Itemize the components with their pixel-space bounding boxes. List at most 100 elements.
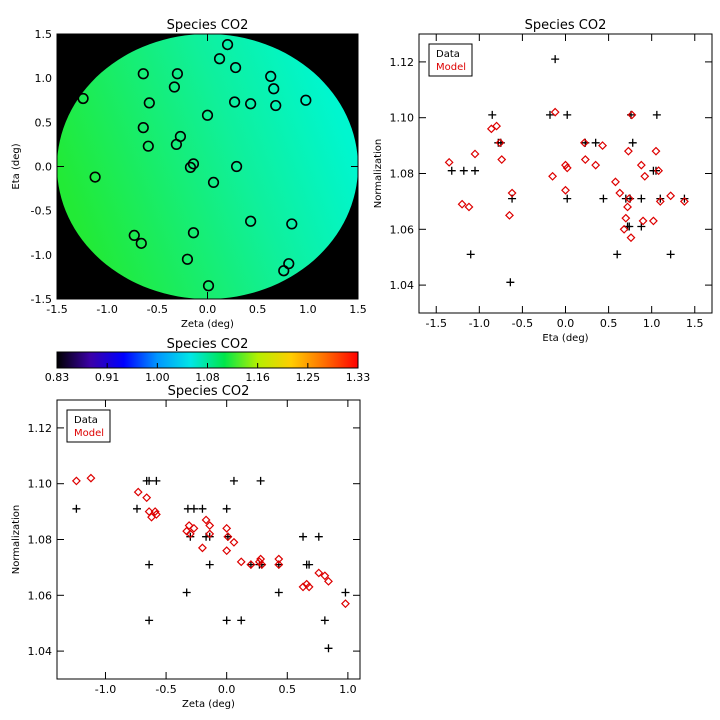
legend-data-label: Data (436, 49, 460, 60)
y-tick-label: 1.04 (28, 645, 53, 658)
map-circle-28 (187, 227, 200, 239)
x-axis-label: Eta (deg) (542, 333, 588, 344)
data-point-31 (324, 644, 333, 653)
model-point-18 (222, 546, 232, 556)
model-point-6 (495, 138, 505, 148)
colorbar-tick-label: 0.91 (95, 371, 120, 384)
map-circle-26 (128, 229, 140, 241)
colorbar-title: Species CO2 (167, 337, 249, 352)
map-circle-0 (221, 38, 234, 51)
x-tick-label: 0.5 (249, 303, 267, 316)
x-tick-label: 0.0 (557, 317, 575, 330)
model-point-18 (598, 141, 608, 151)
model-point-7 (151, 509, 161, 519)
y-tick-label: -0.5 (31, 205, 52, 218)
map-circle-11 (245, 98, 257, 110)
model-point-0 (71, 476, 81, 486)
x-axis-label: Zeta (deg) (181, 319, 234, 330)
model-point-29 (304, 582, 314, 592)
map-circle-22 (207, 176, 220, 188)
model-point-5 (492, 121, 502, 131)
model-point-21 (246, 560, 256, 570)
data-point-26 (651, 166, 660, 175)
model-point-20 (615, 188, 625, 198)
model-point-3 (142, 493, 152, 503)
data-point-1 (132, 504, 141, 513)
model-point-10 (185, 529, 195, 539)
y-axis-label: Normalization (11, 505, 22, 575)
x-tick-label: -0.5 (155, 683, 176, 696)
model-point-16 (222, 523, 232, 533)
data-point-9 (189, 504, 198, 513)
data-point-9 (545, 110, 554, 119)
model-point-17 (591, 160, 601, 170)
map-circle-13 (300, 94, 312, 106)
model-point-34 (655, 196, 665, 206)
model-point-11 (550, 107, 560, 117)
model-point-24 (623, 146, 633, 156)
model-point-26 (274, 560, 284, 570)
model-point-33 (654, 166, 664, 176)
data-point-8 (506, 278, 515, 287)
data-point-28 (305, 560, 314, 569)
model-point-7 (497, 155, 507, 164)
data-point-2 (471, 166, 480, 175)
map-circle-21 (230, 160, 243, 173)
x-tick-label: -1.0 (469, 317, 490, 330)
model-point-28 (636, 160, 646, 170)
y-tick-label: 1.06 (390, 223, 415, 236)
data-point-30 (320, 616, 329, 625)
x-tick-label: -1.5 (426, 317, 447, 330)
colorbar-tick-label: 1.08 (195, 371, 220, 384)
x-tick-label: -0.5 (147, 303, 168, 316)
data-point-16 (222, 504, 231, 513)
x-tick-label: 0.0 (199, 303, 217, 316)
model-point-1 (86, 473, 96, 483)
data-point-25 (274, 588, 283, 597)
map-circle-18 (142, 140, 154, 152)
panel-normalization-vs-eta: -1.5 -1.0 -0.5 0.0 0.5 1.0 1.5 1.04 1.06 1.08 1.10… (373, 18, 713, 344)
map-circle-6 (171, 68, 183, 80)
data-point-18 (222, 616, 231, 625)
model-point-6 (150, 507, 160, 517)
model-point-24 (257, 560, 267, 570)
model-point-25 (274, 554, 284, 564)
data-point-19 (625, 222, 634, 231)
data-point-20 (246, 560, 255, 569)
data-point-11 (563, 110, 572, 119)
legend-box (428, 43, 473, 77)
y-axis-label: Eta (deg) (11, 143, 22, 189)
model-point-16 (580, 155, 590, 164)
data-point-32 (341, 588, 350, 597)
model-point-36 (679, 196, 689, 206)
data-point-27 (652, 110, 661, 119)
map-circle-17 (170, 138, 182, 151)
model-point-21 (619, 224, 629, 234)
model-point-35 (666, 191, 676, 201)
map-circle-7 (168, 81, 180, 93)
map-circle-24 (245, 215, 257, 227)
y-tick-label: 0.0 (35, 161, 53, 174)
data-point-1 (459, 166, 468, 175)
legend-model-label: Model (74, 428, 104, 439)
model-point-29 (638, 216, 648, 226)
model-point-19 (229, 537, 239, 547)
data-point-15 (223, 532, 232, 541)
model-point-30 (314, 568, 324, 578)
y-tick-label: 1.10 (390, 112, 415, 125)
map-circle-31 (278, 265, 290, 277)
y-axis-label: Normalization (373, 139, 384, 209)
map-circle-2 (229, 61, 242, 74)
colorbar-tick-label: 1.33 (346, 371, 371, 384)
model-point-1 (457, 199, 467, 209)
x-tick-label: 0.5 (279, 683, 297, 696)
model-point-11 (189, 523, 199, 533)
chart-title: Species CO2 (525, 18, 607, 33)
model-point-12 (197, 543, 207, 553)
map-circle-12 (270, 99, 282, 112)
data-point-12 (563, 194, 572, 203)
x-tick-label: -1.0 (95, 683, 116, 696)
model-point-0 (444, 157, 454, 167)
map-circle-8 (143, 97, 155, 109)
x-tick-label: 1.0 (299, 303, 317, 316)
